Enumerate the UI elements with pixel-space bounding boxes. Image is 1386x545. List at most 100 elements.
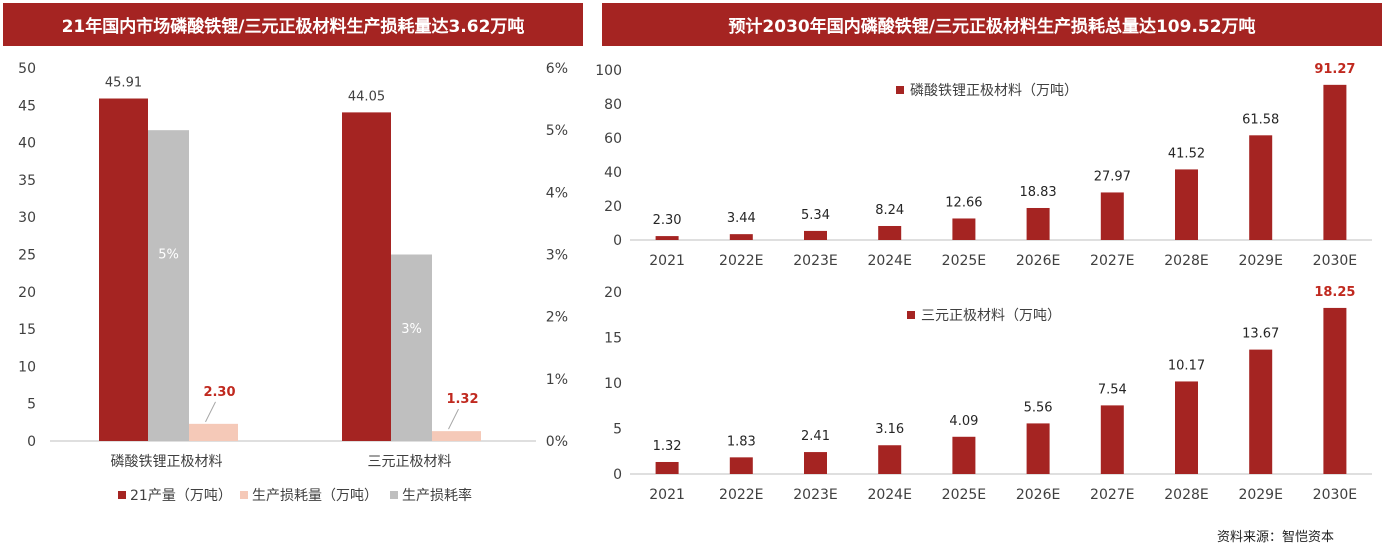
data-label-highlight: 2.30 xyxy=(203,385,235,400)
data-label: 18.83 xyxy=(1019,185,1056,200)
x-category-label: 2026E xyxy=(1016,253,1060,269)
legend-swatch xyxy=(240,491,248,499)
bar xyxy=(1249,135,1273,240)
data-label: 5.34 xyxy=(801,208,830,223)
y-right-tick-label: 3% xyxy=(546,248,568,264)
x-category-label: 2028E xyxy=(1164,253,1208,269)
bar xyxy=(1323,84,1347,240)
data-label: 13.67 xyxy=(1242,327,1279,342)
x-category-label: 2023E xyxy=(793,253,837,269)
data-label-highlight: 18.25 xyxy=(1314,285,1355,300)
y-tick-label: 80 xyxy=(604,97,622,113)
data-label: 10.17 xyxy=(1168,358,1205,373)
bar xyxy=(1249,349,1273,474)
bar xyxy=(804,452,827,474)
legend-swatch xyxy=(118,491,126,499)
x-category-label: 2027E xyxy=(1090,487,1134,503)
x-category-label: 2024E xyxy=(867,253,911,269)
x-category-label: 2021 xyxy=(649,487,685,503)
x-category-label: 2029E xyxy=(1238,487,1282,503)
y-tick-label: 40 xyxy=(604,165,622,181)
x-category-label: 2024E xyxy=(867,487,911,503)
bar xyxy=(655,461,679,474)
x-category-label: 磷酸铁锂正极材料 xyxy=(111,454,223,470)
bar xyxy=(1175,381,1198,474)
data-label: 2.41 xyxy=(801,429,830,444)
legend-label: 生产损耗率 xyxy=(402,487,472,504)
x-category-label: 2025E xyxy=(942,487,986,503)
data-label: 7.54 xyxy=(1098,382,1127,397)
y-tick-label: 100 xyxy=(595,63,622,79)
bar xyxy=(1323,307,1347,474)
x-category-label: 2028E xyxy=(1164,487,1208,503)
x-category-label: 2023E xyxy=(793,487,837,503)
y-left-tick-label: 10 xyxy=(18,359,36,375)
y-tick-label: 0 xyxy=(613,233,622,249)
y-right-tick-label: 6% xyxy=(546,61,568,77)
bar xyxy=(878,225,902,240)
bar-loss-rate xyxy=(391,254,432,441)
bar xyxy=(655,236,679,240)
bar-loss-rate xyxy=(148,130,189,441)
x-category-label: 2022E xyxy=(719,253,763,269)
legend-label: 21产量（万吨） xyxy=(130,488,232,504)
data-label: 27.97 xyxy=(1094,169,1131,184)
bar xyxy=(1026,207,1050,240)
data-label: 61.58 xyxy=(1242,112,1279,127)
legend-label: 磷酸铁锂正极材料（万吨） xyxy=(910,83,1078,99)
bar-output xyxy=(342,112,391,442)
x-category-label: 2026E xyxy=(1016,487,1060,503)
y-tick-label: 60 xyxy=(604,131,622,147)
data-label: 3.16 xyxy=(875,422,904,437)
right-panel-title: 预计2030年国内磷酸铁锂/三元正极材料生产损耗总量达109.52万吨 xyxy=(602,3,1382,46)
data-label: 8.24 xyxy=(875,203,904,218)
x-category-label: 2021 xyxy=(649,253,685,269)
y-tick-label: 10 xyxy=(604,376,622,392)
legend-label: 生产损耗量（万吨） xyxy=(252,488,378,504)
bar xyxy=(1026,423,1050,474)
y-tick-label: 20 xyxy=(604,285,622,301)
x-category-label: 2027E xyxy=(1090,253,1134,269)
bar xyxy=(952,436,976,474)
data-label-highlight: 91.27 xyxy=(1314,62,1355,77)
leader-line xyxy=(448,408,459,430)
bar-loss-volume xyxy=(432,431,481,441)
data-label: 41.52 xyxy=(1168,146,1205,161)
data-label-inside: 5% xyxy=(158,248,179,263)
y-left-tick-label: 15 xyxy=(18,322,36,338)
source-note: 资料来源：智恺资本 xyxy=(1216,530,1334,545)
data-label: 5.56 xyxy=(1024,400,1053,415)
left-panel-title: 21年国内市场磷酸铁锂/三元正极材料生产损耗量达3.62万吨 xyxy=(3,3,583,46)
y-left-tick-label: 45 xyxy=(18,98,36,114)
bar xyxy=(878,445,902,474)
y-tick-label: 20 xyxy=(604,199,622,215)
bar-loss-volume xyxy=(189,423,238,441)
x-category-label: 2029E xyxy=(1238,253,1282,269)
y-tick-label: 5 xyxy=(613,422,622,438)
legend-swatch xyxy=(390,491,398,499)
y-left-tick-label: 50 xyxy=(18,61,36,77)
bar xyxy=(729,234,753,240)
y-right-tick-label: 2% xyxy=(546,310,568,326)
x-category-label: 三元正极材料 xyxy=(368,454,452,470)
y-left-tick-label: 40 xyxy=(18,136,36,152)
data-label: 12.66 xyxy=(945,195,982,210)
y-left-tick-label: 5 xyxy=(27,397,36,413)
y-left-tick-label: 35 xyxy=(18,173,36,189)
data-label: 45.91 xyxy=(105,76,142,91)
legend-label: 三元正极材料（万吨） xyxy=(921,308,1061,324)
leader-line xyxy=(205,401,216,423)
y-right-tick-label: 1% xyxy=(546,372,568,388)
y-right-tick-label: 0% xyxy=(546,434,568,450)
data-label: 4.09 xyxy=(949,414,978,429)
bar xyxy=(804,230,827,240)
y-right-tick-label: 5% xyxy=(546,123,568,139)
legend-swatch xyxy=(907,311,915,319)
bar xyxy=(952,218,976,240)
data-label: 3.44 xyxy=(727,211,756,226)
bar xyxy=(1175,169,1198,240)
y-tick-label: 15 xyxy=(604,331,622,347)
y-left-tick-label: 0 xyxy=(27,434,36,450)
bar xyxy=(1100,192,1124,240)
